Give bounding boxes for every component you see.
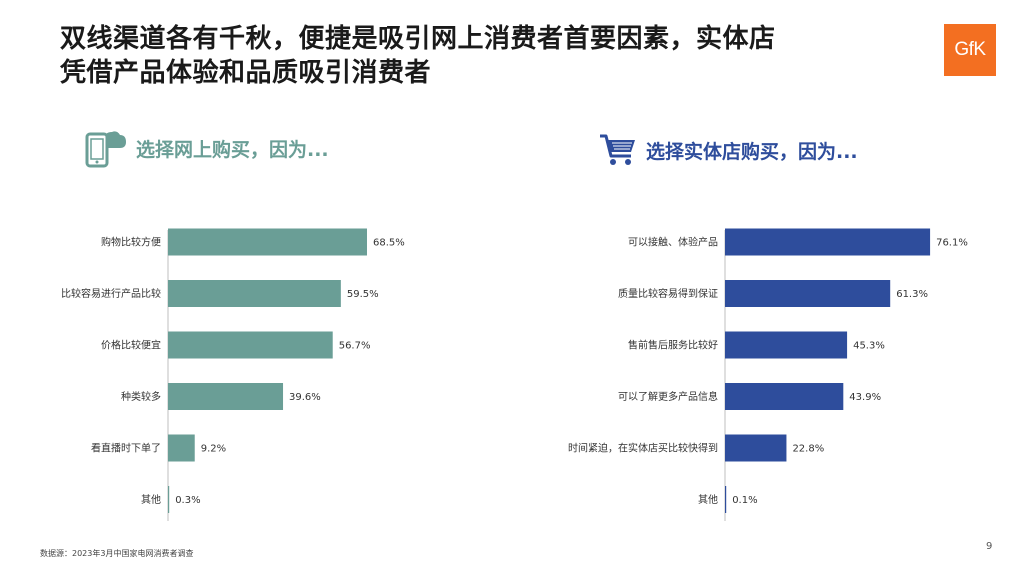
data-label: 45.3% xyxy=(853,341,885,352)
page-number: 9 xyxy=(986,541,993,552)
data-label: 76.1% xyxy=(936,238,968,249)
data-label: 56.7% xyxy=(339,341,371,352)
online-section-heading: 选择网上购买，因为... xyxy=(84,128,329,168)
category-label: 其他 xyxy=(698,493,718,506)
slide-title-line-1: 双线渠道各有千秋，便捷是吸引网上消费者首要因素，实体店 xyxy=(60,24,776,54)
category-label: 质量比较容易得到保证 xyxy=(618,287,718,300)
bar xyxy=(168,486,170,513)
data-label: 9.2% xyxy=(201,444,226,455)
data-label: 0.3% xyxy=(175,495,200,506)
data-label: 22.8% xyxy=(792,444,824,455)
offline-heading-text: 选择实体店购买，因为... xyxy=(646,140,858,163)
bar xyxy=(168,331,333,359)
data-label: 61.3% xyxy=(896,289,928,300)
bar xyxy=(725,486,727,513)
online-reasons-bar-chart: 购物比较方便 68.5% 比较容易进行产品比较 59.5% 价格比较便宜 56.7% 种类较… xyxy=(61,228,405,521)
bar xyxy=(168,228,367,256)
category-label: 时间紧迫，在实体店买比较快得到 xyxy=(568,442,718,455)
phone-cloud-icon xyxy=(85,131,126,168)
offline-reasons-bar-chart: 可以接触、体验产品 76.1% 质量比较容易得到保证 61.3% 售前售后服务比较好 45… xyxy=(568,228,968,521)
data-label: 43.9% xyxy=(849,392,881,403)
bar xyxy=(168,280,341,307)
bar xyxy=(725,228,931,256)
bar xyxy=(168,383,284,410)
category-label: 价格比较便宜 xyxy=(101,339,161,352)
shopping-cart-icon xyxy=(600,134,635,165)
data-label: 39.6% xyxy=(289,392,321,403)
bar xyxy=(168,434,195,462)
category-label: 可以接触、体验产品 xyxy=(628,236,718,249)
category-label: 购物比较方便 xyxy=(101,236,161,249)
slide-title-line-2: 凭借产品体验和品质吸引消费者 xyxy=(60,58,432,88)
category-label: 比较容易进行产品比较 xyxy=(61,287,161,300)
data-label: 59.5% xyxy=(347,289,379,300)
data-label: 68.5% xyxy=(373,238,405,249)
category-label: 售前售后服务比较好 xyxy=(628,339,718,352)
offline-section-heading: 选择实体店购买，因为... xyxy=(598,132,858,168)
category-label: 种类较多 xyxy=(121,390,161,403)
data-label: 0.1% xyxy=(732,495,757,506)
gfk-logo: GfK xyxy=(944,24,996,76)
online-heading-text: 选择网上购买，因为... xyxy=(136,138,329,161)
data-source-note: 数据源：2023年3月中国家电网消费者调查 xyxy=(40,549,194,558)
slide-title: 双线渠道各有千秋，便捷是吸引网上消费者首要因素，实体店 凭借产品体验和品质吸引消… xyxy=(60,22,920,90)
bar xyxy=(725,331,848,359)
category-label: 看直播时下单了 xyxy=(91,442,161,455)
category-label: 可以了解更多产品信息 xyxy=(618,390,718,403)
category-label: 其他 xyxy=(141,493,161,506)
bar xyxy=(725,383,844,410)
bar xyxy=(725,434,787,462)
bar xyxy=(725,280,891,307)
